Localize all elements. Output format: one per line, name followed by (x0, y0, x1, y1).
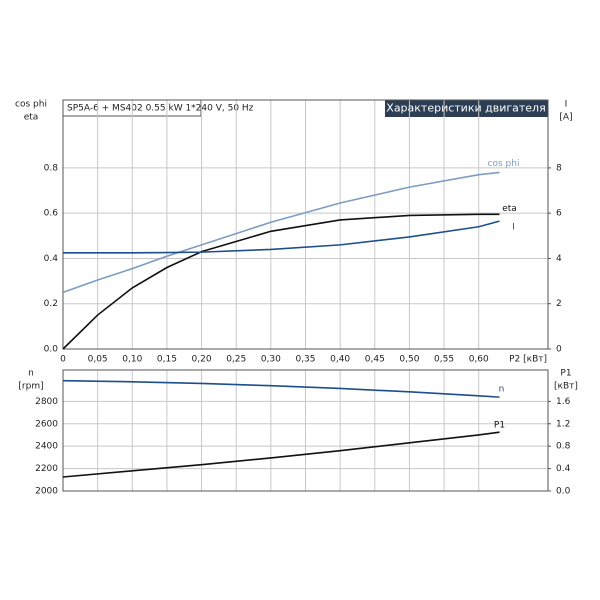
series-label: n (499, 385, 505, 395)
series-line (62, 379, 500, 398)
series-line (62, 171, 500, 294)
y2-axis-label: P1 (560, 369, 571, 379)
x-tick-label: 0 (60, 355, 66, 365)
x-tick-label: 0,10 (122, 355, 142, 365)
y2-tick-label: 2 (556, 299, 562, 309)
series-line (62, 213, 500, 350)
x-tick-label: 0,45 (365, 355, 385, 365)
y-tick-label: 2200 (35, 464, 58, 474)
series-label: P1 (494, 421, 505, 431)
x-tick-label: 0,30 (261, 355, 281, 365)
series-line (62, 431, 500, 478)
y2-tick-label: 0.4 (556, 464, 571, 474)
x-tick-label: 0,55 (434, 355, 454, 365)
y-tick-label: 2000 (35, 487, 58, 497)
y-tick-label: 0.6 (44, 209, 59, 219)
y-tick-label: 2800 (35, 397, 58, 407)
title-box (385, 100, 548, 117)
y2-tick-label: 8 (556, 163, 562, 173)
y2-axis-label: I (565, 100, 568, 110)
plot-frame (62, 369, 549, 492)
y2-tick-label: 1.2 (556, 419, 570, 429)
x-tick-label: 0,35 (295, 355, 315, 365)
y-tick-label: 2600 (35, 419, 58, 429)
y-axis-label: n (28, 369, 34, 379)
y2-tick-label: 0.8 (556, 442, 571, 452)
plots: 0 0,05 0,10 0,15 0,20 0,25 0,30 0,35 0,40 0,45 0,5… (15, 99, 578, 497)
x-axis-label: P2 [кВт] (509, 355, 547, 365)
y2-tick-label: 0.0 (556, 487, 571, 497)
plot-frame (62, 99, 549, 350)
y2-tick-label: 0 (556, 345, 562, 355)
y2-axis-label: [кВт] (554, 382, 578, 392)
x-tick-label: 0,50 (399, 355, 419, 365)
chart-title: Характеристики двигателя (386, 102, 545, 115)
series-label: I (512, 223, 515, 233)
info: SP5A-6 + MS402 0.55 kW 1*240 V, 50 Hz (67, 104, 254, 114)
y2-tick-label: 1.6 (556, 397, 571, 407)
x-tick-label: 0,05 (88, 355, 108, 365)
y-axis-label: [rpm] (18, 382, 43, 392)
series-line (63, 220, 500, 254)
y2-axis-label: [A] (559, 113, 572, 123)
y2-tick-label: 4 (556, 254, 562, 264)
x-tick-label: 0,20 (192, 355, 212, 365)
y-tick-label: 0.8 (44, 163, 59, 173)
x-tick-label: 0,15 (157, 355, 177, 365)
y-tick-label: 0.0 (44, 345, 59, 355)
y-tick-label: 0.4 (44, 254, 59, 264)
y-tick-label: 2400 (35, 442, 58, 452)
series-label: eta (502, 204, 517, 214)
y-tick-label: 0.2 (44, 299, 58, 309)
y2-tick-label: 6 (556, 209, 562, 219)
x-tick-label: 0,25 (226, 355, 246, 365)
x-tick-label: 0,40 (330, 355, 350, 365)
series-label: cos phi (488, 159, 520, 169)
x-tick-label: 0,60 (469, 355, 489, 365)
y-axis-label: cos phi (15, 100, 47, 110)
y-axis-label: eta (24, 113, 39, 123)
